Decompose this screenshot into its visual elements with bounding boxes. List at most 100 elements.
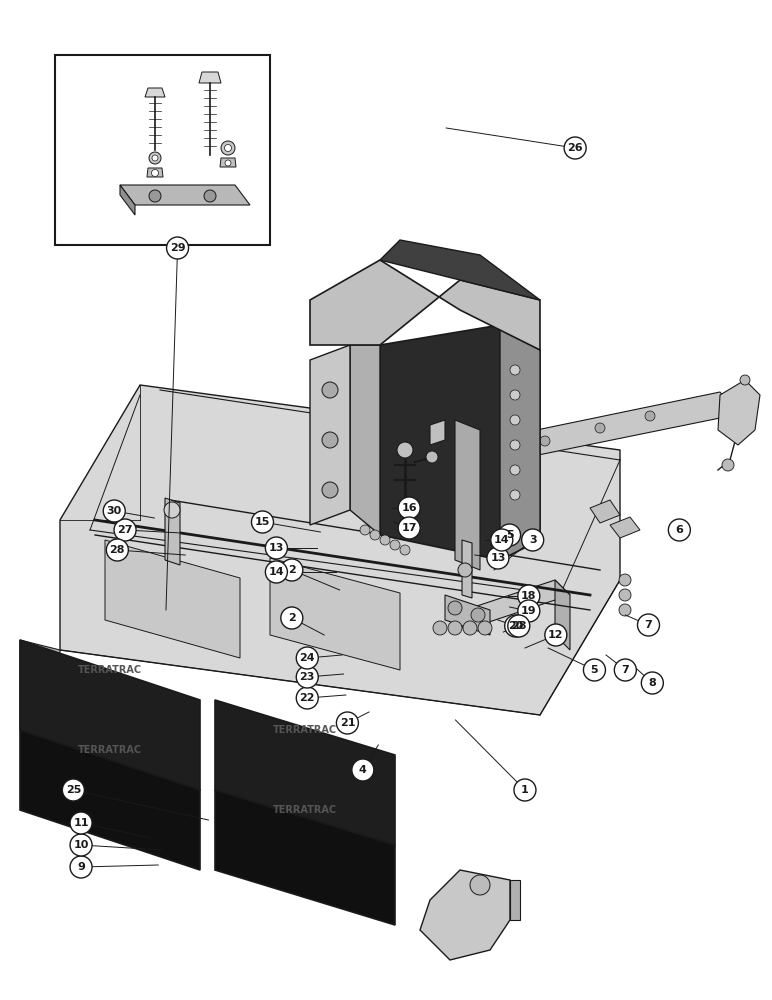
Text: 15: 15 — [255, 517, 270, 527]
Circle shape — [545, 624, 567, 646]
Polygon shape — [555, 580, 570, 650]
Polygon shape — [310, 345, 350, 525]
Circle shape — [669, 519, 690, 541]
Circle shape — [266, 537, 287, 559]
Polygon shape — [20, 730, 200, 870]
Circle shape — [505, 615, 527, 637]
Circle shape — [204, 190, 216, 202]
Polygon shape — [215, 790, 395, 925]
Circle shape — [151, 169, 158, 176]
Bar — [55, 55, 270, 245]
Circle shape — [164, 502, 180, 518]
Circle shape — [518, 600, 540, 622]
Circle shape — [322, 482, 338, 498]
Text: 14: 14 — [494, 535, 510, 545]
Circle shape — [514, 779, 536, 801]
Text: TERRATRAC: TERRATRAC — [78, 665, 142, 675]
Polygon shape — [147, 168, 163, 177]
Circle shape — [281, 559, 303, 581]
Circle shape — [360, 525, 370, 535]
Circle shape — [398, 517, 420, 539]
Polygon shape — [20, 640, 200, 790]
Circle shape — [296, 687, 318, 709]
Text: 3: 3 — [529, 535, 537, 545]
Polygon shape — [420, 870, 510, 960]
Circle shape — [114, 519, 136, 541]
Circle shape — [433, 621, 447, 635]
Text: 2: 2 — [288, 565, 296, 575]
Circle shape — [471, 608, 485, 622]
Text: 26: 26 — [567, 143, 583, 153]
Circle shape — [485, 448, 495, 458]
Circle shape — [296, 666, 318, 688]
Circle shape — [252, 511, 273, 533]
Circle shape — [63, 779, 84, 801]
Polygon shape — [610, 517, 640, 538]
Text: 12: 12 — [548, 630, 564, 640]
Circle shape — [398, 497, 420, 519]
Circle shape — [487, 547, 509, 569]
Text: 28: 28 — [511, 621, 527, 631]
Circle shape — [740, 375, 750, 385]
Circle shape — [397, 442, 413, 458]
Circle shape — [564, 137, 586, 159]
Polygon shape — [430, 392, 730, 475]
Circle shape — [595, 423, 605, 433]
Polygon shape — [718, 380, 760, 445]
Text: 23: 23 — [300, 672, 315, 682]
Text: 19: 19 — [521, 606, 537, 616]
Circle shape — [352, 759, 374, 781]
Text: 22: 22 — [300, 693, 315, 703]
Circle shape — [390, 540, 400, 550]
Text: 5: 5 — [591, 665, 598, 675]
Circle shape — [522, 529, 543, 551]
Circle shape — [463, 621, 477, 635]
Polygon shape — [510, 880, 520, 920]
Text: TERRATRAC: TERRATRAC — [273, 725, 337, 735]
Circle shape — [510, 390, 520, 400]
Text: 25: 25 — [66, 785, 81, 795]
Polygon shape — [310, 260, 540, 350]
Text: 11: 11 — [73, 818, 89, 828]
Circle shape — [103, 500, 125, 522]
Polygon shape — [590, 500, 620, 523]
Text: 1: 1 — [521, 785, 529, 795]
Polygon shape — [430, 420, 445, 445]
Circle shape — [221, 141, 235, 155]
Circle shape — [491, 529, 513, 551]
Polygon shape — [60, 385, 620, 715]
Circle shape — [149, 190, 161, 202]
Circle shape — [458, 563, 472, 577]
Text: 4: 4 — [359, 765, 367, 775]
Circle shape — [619, 589, 631, 601]
Circle shape — [167, 237, 188, 259]
Text: 5: 5 — [506, 530, 513, 540]
Circle shape — [225, 144, 232, 151]
Text: 13: 13 — [490, 553, 506, 563]
Polygon shape — [120, 185, 135, 215]
Text: 16: 16 — [401, 503, 417, 513]
Circle shape — [337, 712, 358, 734]
Text: 10: 10 — [73, 840, 89, 850]
Text: 29: 29 — [170, 243, 185, 253]
Text: 2: 2 — [288, 613, 296, 623]
Polygon shape — [455, 420, 480, 570]
Text: 24: 24 — [300, 653, 315, 663]
Polygon shape — [450, 580, 570, 630]
Circle shape — [322, 432, 338, 448]
Circle shape — [370, 530, 380, 540]
Circle shape — [107, 539, 128, 561]
Polygon shape — [20, 640, 60, 740]
Text: 14: 14 — [269, 567, 284, 577]
Circle shape — [225, 160, 231, 166]
Circle shape — [510, 415, 520, 425]
Circle shape — [152, 155, 158, 161]
Polygon shape — [380, 240, 540, 300]
Text: 18: 18 — [521, 591, 537, 601]
Text: 21: 21 — [340, 718, 355, 728]
Polygon shape — [445, 595, 490, 635]
Circle shape — [540, 436, 550, 446]
Circle shape — [470, 875, 490, 895]
Circle shape — [380, 535, 390, 545]
Circle shape — [510, 365, 520, 375]
